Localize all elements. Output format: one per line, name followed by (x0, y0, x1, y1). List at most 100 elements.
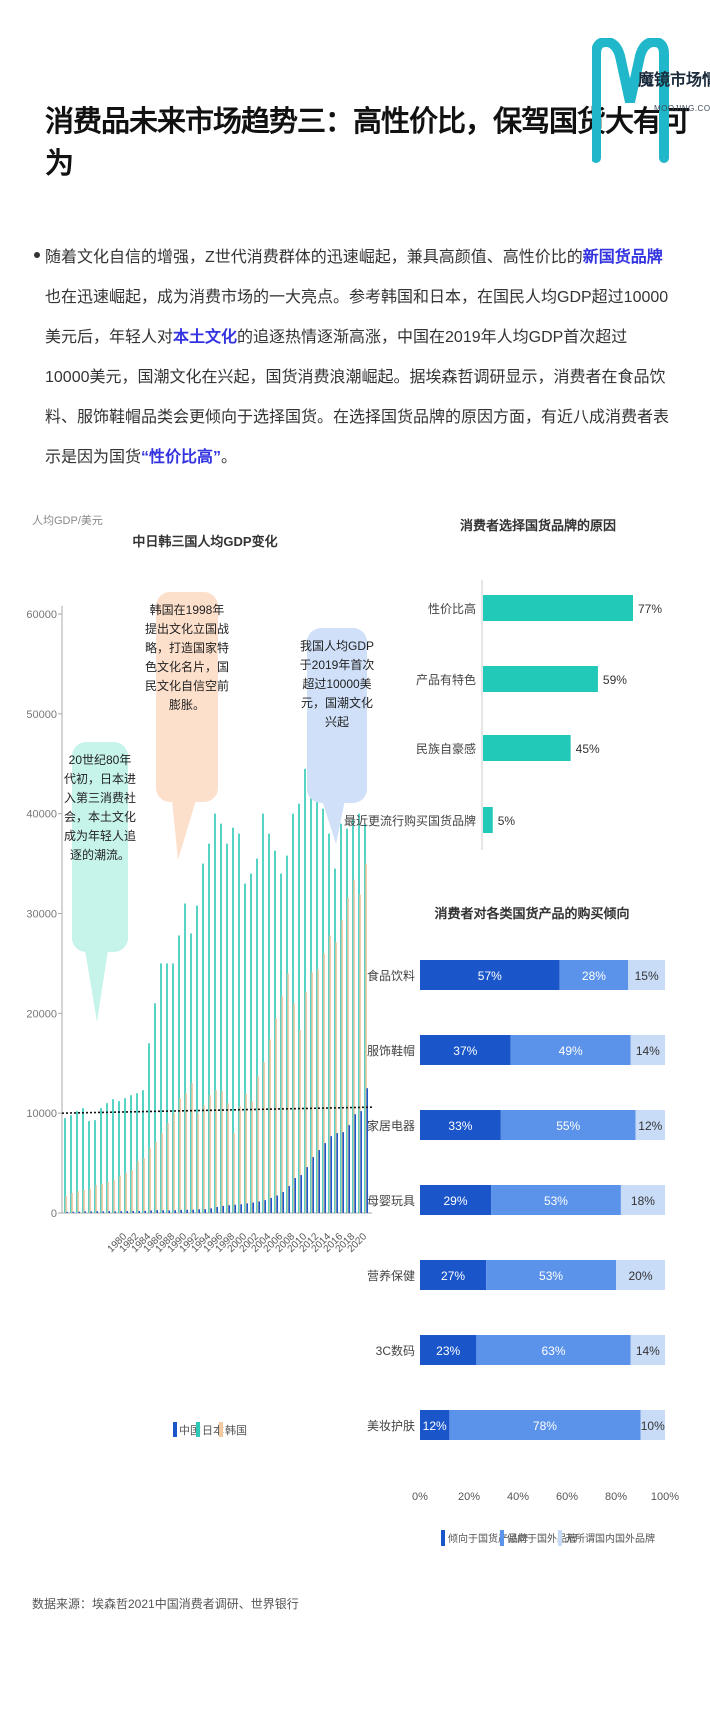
category-label: 民族自豪感 (416, 741, 476, 756)
bar-japan (178, 935, 180, 1213)
callout-japan-box (72, 742, 128, 952)
bar-korea (281, 996, 283, 1213)
bar-china (264, 1200, 266, 1213)
data-source-note: 数据来源：埃森哲2021中国消费者调研、世界银行 (32, 1597, 299, 1611)
stacked-bar-segment (559, 960, 629, 990)
bar-japan (226, 843, 228, 1213)
callout-korea-text: 略，打造国家特 (145, 640, 229, 655)
segment-label: 10% (641, 1419, 665, 1433)
stacked-bar-segment (420, 1110, 501, 1140)
segment-label: 29% (444, 1194, 468, 1208)
callout-china-text: 于2019年首次 (300, 658, 375, 672)
bar-japan (130, 1095, 132, 1213)
callout-japan-text: 成为年轻人追 (64, 828, 136, 843)
bar-japan (208, 843, 210, 1213)
y-tick-label: 10000 (26, 1108, 57, 1120)
bar-korea (137, 1161, 139, 1213)
legend-label: 无所谓国内国外品牌 (565, 1532, 655, 1545)
callout-korea-text: 韩国在1998年 (150, 602, 225, 617)
bar-korea (335, 942, 337, 1213)
bar-japan (196, 905, 198, 1213)
segment-label: 28% (582, 969, 606, 983)
bar-japan (232, 827, 234, 1213)
segment-label: 33% (448, 1119, 472, 1133)
stacked-bar-segment (420, 1335, 477, 1365)
category-label: 服饰鞋帽 (367, 1043, 415, 1058)
bar-korea (257, 1076, 259, 1213)
category-label: 食品饮料 (367, 968, 415, 983)
bar-japan (304, 768, 306, 1213)
segment-label: 55% (556, 1119, 580, 1133)
stacked-bar-segment (420, 1185, 492, 1215)
bar-china (66, 1211, 68, 1213)
bar-china (156, 1210, 158, 1213)
bar-korea (305, 992, 307, 1213)
bar-japan (154, 1003, 156, 1213)
bar-china (102, 1211, 104, 1213)
bar-japan (220, 823, 222, 1213)
callout-japan-text: 会，本土文化 (64, 809, 136, 824)
segment-label: 12% (638, 1119, 662, 1133)
bar-china (222, 1205, 224, 1213)
para-text-1: 随着文化自信的增强，Z世代消费群体的迅速崛起，兼具高颜值、高性价比的 (45, 249, 583, 266)
bar-korea (125, 1173, 127, 1213)
bar-korea (179, 1098, 181, 1213)
bar-china (144, 1210, 146, 1213)
callout-japan-pointer (85, 950, 108, 1022)
bar-korea (275, 1018, 277, 1213)
legend-label: 日本 (202, 1423, 224, 1437)
segment-label: 37% (453, 1044, 477, 1058)
bar-korea (89, 1189, 91, 1213)
bar-japan (340, 823, 342, 1213)
bar-japan (160, 963, 162, 1213)
bar-china (192, 1209, 194, 1213)
category-label: 母婴玩具 (367, 1194, 415, 1208)
stacked-bar-segment (640, 1410, 665, 1440)
legend-label: 倾向于国货产品牌 (448, 1532, 528, 1545)
bar-china (168, 1210, 170, 1213)
callout-china-text: 兴起 (325, 715, 349, 729)
bar-japan (64, 1118, 66, 1213)
bar-japan (328, 833, 330, 1213)
bar-japan (274, 850, 276, 1213)
segment-label: 18% (631, 1194, 655, 1208)
bar-japan (88, 1121, 90, 1213)
x-tick-label: 80% (605, 1491, 627, 1503)
bar-korea (167, 1123, 169, 1213)
bar-china (288, 1186, 290, 1213)
segment-label: 23% (436, 1344, 460, 1358)
stacked-bar-segment (616, 1260, 665, 1290)
bar-japan (214, 813, 216, 1213)
bar-korea (119, 1176, 121, 1213)
category-label: 美妆护肤 (367, 1418, 415, 1433)
segment-label: 27% (441, 1269, 465, 1283)
callout-korea-box (156, 592, 218, 802)
bar-japan (316, 723, 318, 1213)
category-label: 产品有特色 (416, 672, 476, 687)
bar-china (162, 1210, 164, 1213)
bar-korea (209, 1095, 211, 1213)
segment-label: 78% (533, 1419, 557, 1433)
stacked-bar-segment (491, 1185, 621, 1215)
legend-swatch (500, 1530, 504, 1546)
logo-text-en: MOOJING.COM (654, 104, 710, 113)
bar-korea (203, 1105, 205, 1213)
bar-korea (299, 1030, 301, 1213)
bar-korea (233, 1133, 235, 1213)
bar-china (270, 1197, 272, 1213)
bar-japan (172, 963, 174, 1213)
bar-china (240, 1204, 242, 1213)
bar-china (204, 1209, 206, 1213)
bar-china (330, 1136, 332, 1213)
category-label: 营养保健 (367, 1268, 415, 1283)
bar-korea (113, 1180, 115, 1213)
bar-korea (65, 1196, 67, 1213)
bar-china (84, 1211, 86, 1213)
data-label: 5% (498, 814, 516, 828)
bar-japan (238, 833, 240, 1213)
bar-japan (202, 863, 204, 1213)
bar-japan (190, 933, 192, 1213)
bar-japan (280, 873, 282, 1213)
bar-korea (341, 920, 343, 1213)
chart-title: 消费者选择国货品牌的原因 (460, 518, 616, 533)
